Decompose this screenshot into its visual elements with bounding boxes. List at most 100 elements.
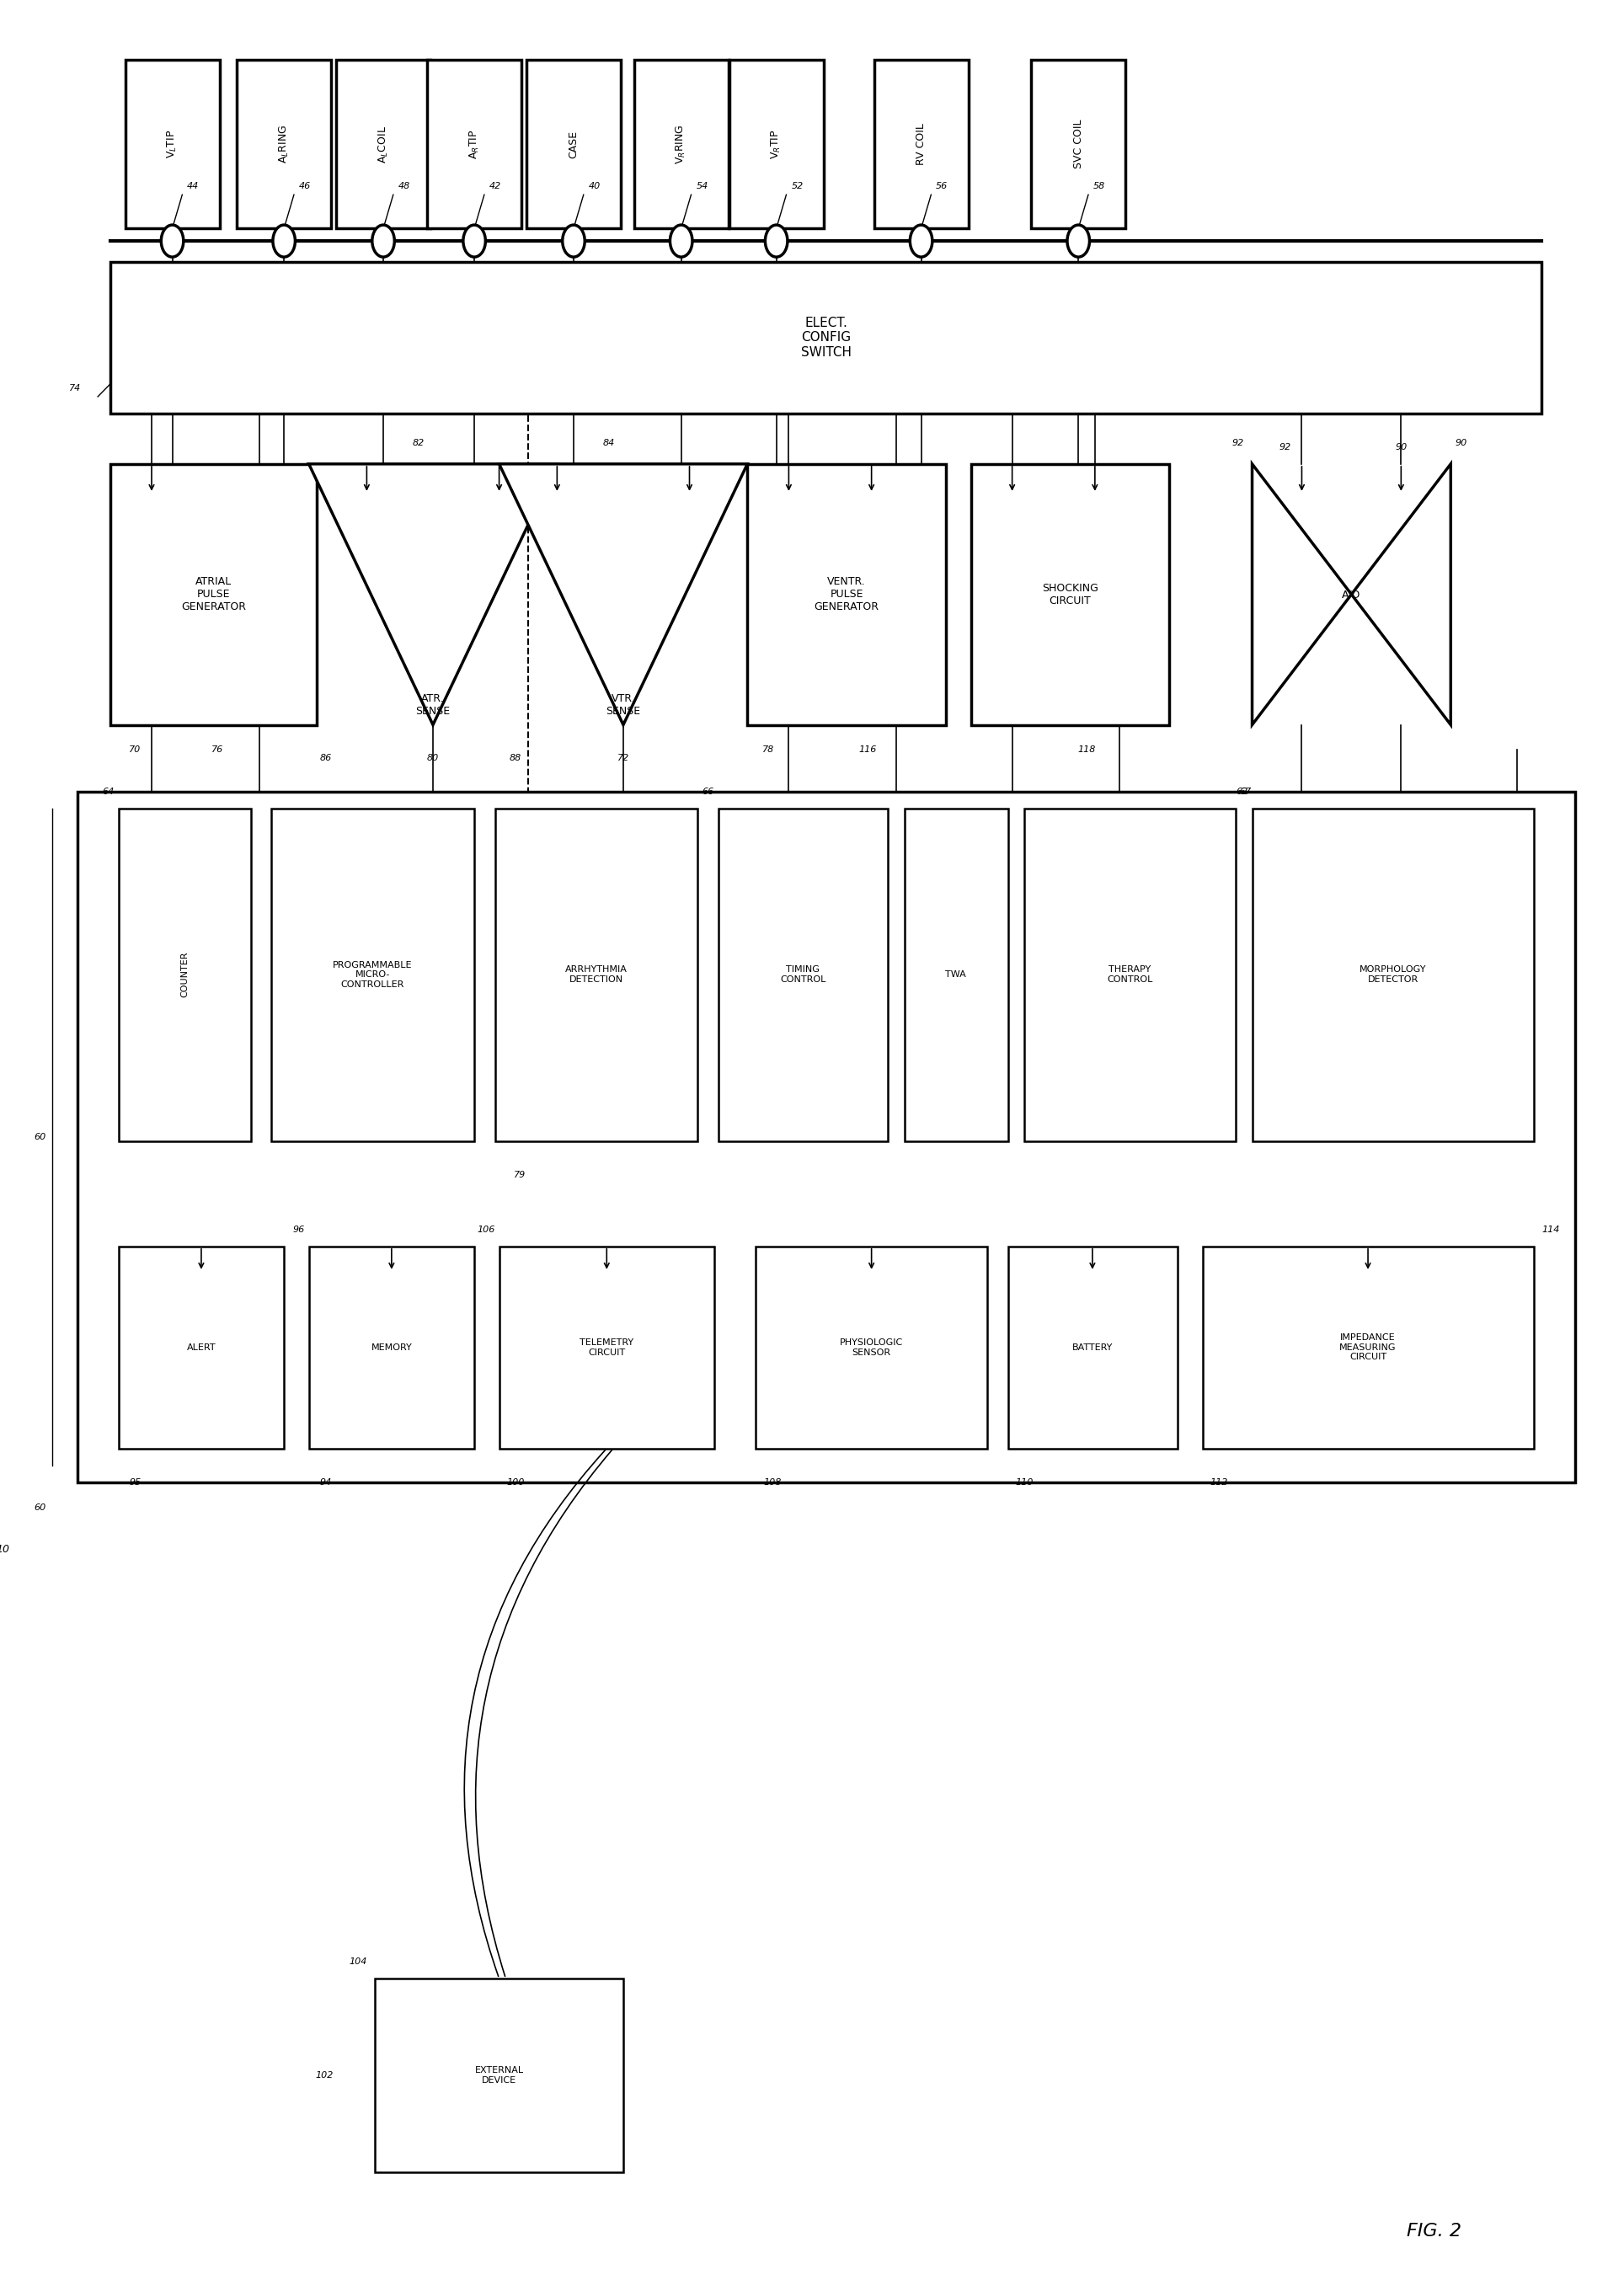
Polygon shape	[499, 465, 747, 724]
Text: 108: 108	[763, 1478, 781, 1487]
Polygon shape	[729, 60, 823, 229]
Polygon shape	[110, 261, 1541, 412]
Text: 112: 112	[1210, 1478, 1228, 1487]
Circle shape	[273, 225, 296, 257]
Text: VTR.
SENSE: VTR. SENSE	[606, 692, 640, 717]
Text: 60: 60	[34, 1503, 45, 1512]
Text: ELECT.
CONFIG
SWITCH: ELECT. CONFIG SWITCH	[801, 316, 851, 360]
Text: 64: 64	[102, 788, 114, 797]
Polygon shape	[271, 809, 474, 1141]
Text: BATTERY: BATTERY	[1072, 1343, 1112, 1352]
Polygon shape	[119, 809, 250, 1141]
Text: 79: 79	[513, 1171, 526, 1180]
Text: 94: 94	[320, 1478, 331, 1487]
Polygon shape	[495, 809, 698, 1141]
Text: FIG. 2: FIG. 2	[1406, 2222, 1462, 2238]
Text: A$_R$TIP: A$_R$TIP	[468, 128, 481, 158]
Polygon shape	[309, 1246, 474, 1448]
Text: 48: 48	[398, 181, 411, 190]
Polygon shape	[1202, 1246, 1533, 1448]
Polygon shape	[905, 809, 1009, 1141]
Polygon shape	[309, 465, 557, 724]
Polygon shape	[1025, 809, 1236, 1141]
Text: SVC COIL: SVC COIL	[1073, 119, 1083, 170]
Text: 118: 118	[1078, 747, 1096, 754]
Polygon shape	[1252, 465, 1351, 724]
Text: MEMORY: MEMORY	[370, 1343, 412, 1352]
Text: COUNTER: COUNTER	[180, 951, 188, 997]
Text: 58: 58	[1093, 181, 1106, 190]
Polygon shape	[1009, 1246, 1177, 1448]
Polygon shape	[427, 60, 521, 229]
Text: PHYSIOLOGIC
SENSOR: PHYSIOLOGIC SENSOR	[840, 1338, 903, 1356]
Text: 92: 92	[1233, 438, 1244, 447]
Polygon shape	[874, 60, 968, 229]
Polygon shape	[971, 465, 1169, 724]
Polygon shape	[76, 793, 1575, 1482]
Polygon shape	[1252, 809, 1533, 1141]
Polygon shape	[336, 60, 430, 229]
Text: 90: 90	[1395, 442, 1406, 451]
Text: 46: 46	[299, 181, 310, 190]
Text: ATR.
SENSE: ATR. SENSE	[416, 692, 450, 717]
Polygon shape	[633, 60, 728, 229]
Polygon shape	[755, 1246, 987, 1448]
Polygon shape	[526, 60, 620, 229]
Circle shape	[1067, 225, 1090, 257]
Text: 110: 110	[1015, 1478, 1033, 1487]
Text: ALERT: ALERT	[187, 1343, 216, 1352]
Polygon shape	[499, 1246, 715, 1448]
Text: 42: 42	[489, 181, 502, 190]
Polygon shape	[110, 465, 317, 724]
Text: 106: 106	[477, 1226, 495, 1235]
Text: A/D: A/D	[1341, 589, 1361, 600]
Text: 60: 60	[34, 1132, 45, 1141]
Polygon shape	[1031, 60, 1125, 229]
Text: 44: 44	[187, 181, 200, 190]
Text: VENTR.
PULSE
GENERATOR: VENTR. PULSE GENERATOR	[814, 577, 879, 612]
Text: 88: 88	[510, 754, 521, 763]
Circle shape	[671, 225, 692, 257]
Text: TELEMETRY
CIRCUIT: TELEMETRY CIRCUIT	[580, 1338, 633, 1356]
Text: IMPEDANCE
MEASURING
CIRCUIT: IMPEDANCE MEASURING CIRCUIT	[1340, 1333, 1397, 1361]
Text: 10: 10	[0, 1544, 10, 1556]
Polygon shape	[237, 60, 331, 229]
Polygon shape	[119, 1246, 284, 1448]
Text: TWA: TWA	[945, 971, 966, 978]
Circle shape	[372, 225, 395, 257]
Text: 66: 66	[702, 788, 715, 797]
Text: 102: 102	[315, 2071, 333, 2080]
Polygon shape	[747, 465, 945, 724]
Text: 90: 90	[1455, 438, 1466, 447]
Text: 86: 86	[320, 754, 331, 763]
Text: 92: 92	[1280, 442, 1291, 451]
Text: PROGRAMMABLE
MICRO-
CONTROLLER: PROGRAMMABLE MICRO- CONTROLLER	[333, 960, 412, 990]
Polygon shape	[375, 1979, 624, 2172]
Polygon shape	[718, 809, 888, 1141]
Text: 82: 82	[412, 438, 424, 447]
Text: V$_L$TIP: V$_L$TIP	[166, 131, 179, 158]
Text: 76: 76	[211, 747, 224, 754]
Text: 84: 84	[603, 438, 615, 447]
Text: 67: 67	[1239, 788, 1252, 797]
Text: 80: 80	[427, 754, 438, 763]
Circle shape	[562, 225, 585, 257]
Circle shape	[765, 225, 788, 257]
Text: 100: 100	[507, 1478, 525, 1487]
Text: A$_L$COIL: A$_L$COIL	[377, 126, 390, 163]
Text: MORPHOLOGY
DETECTOR: MORPHOLOGY DETECTOR	[1359, 965, 1426, 983]
Circle shape	[909, 225, 932, 257]
Text: 114: 114	[1541, 1226, 1559, 1235]
Text: EXTERNAL
DEVICE: EXTERNAL DEVICE	[474, 2066, 523, 2085]
Circle shape	[463, 225, 486, 257]
Text: SHOCKING
CIRCUIT: SHOCKING CIRCUIT	[1043, 582, 1098, 607]
Text: 95: 95	[128, 1478, 141, 1487]
Text: 52: 52	[791, 181, 804, 190]
Text: 54: 54	[697, 181, 708, 190]
Text: THERAPY
CONTROL: THERAPY CONTROL	[1108, 965, 1153, 983]
Text: RV COIL: RV COIL	[916, 124, 927, 165]
Text: ARRHYTHMIA
DETECTION: ARRHYTHMIA DETECTION	[565, 965, 627, 983]
Text: 104: 104	[349, 1957, 367, 1966]
Text: 62: 62	[1236, 788, 1247, 797]
Polygon shape	[125, 60, 219, 229]
